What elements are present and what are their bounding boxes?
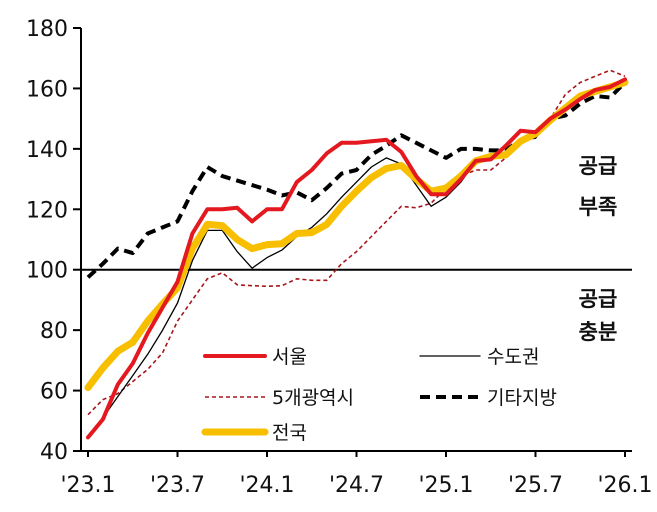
- series-lines: [84, 69, 629, 440]
- series-line-5: [84, 78, 629, 392]
- x-tick-label: '23.7: [150, 473, 205, 498]
- x-tick-label: '24.7: [329, 473, 384, 498]
- x-tick-label: '24.1: [239, 473, 294, 498]
- axes: 40 60 80 100 120 140 160 180 '23.1 '23.7 '24.1 '24.…: [26, 17, 653, 498]
- x-tick-label: '26.1: [597, 473, 652, 498]
- legend-label: 기타지방: [487, 387, 557, 409]
- y-tick-label: 160: [26, 77, 68, 102]
- series-line-2: [87, 81, 626, 439]
- series-line-4: [86, 80, 627, 279]
- y-tick-label: 60: [40, 380, 68, 405]
- x-tick-label: '25.1: [418, 473, 473, 498]
- x-tick-label: '23.1: [60, 473, 115, 498]
- y-tick-label: 80: [40, 319, 68, 344]
- series-line-1: [86, 77, 627, 440]
- legend-label: 수도권: [487, 346, 539, 368]
- y-tick-label: 40: [40, 440, 68, 465]
- legend-label: 서울: [272, 346, 307, 368]
- x-tick-label: '25.7: [508, 473, 563, 498]
- annotation-shortage-line2: 부족: [579, 195, 618, 219]
- annotation-sufficient-line1: 공급: [579, 287, 618, 311]
- y-tick-label: 180: [26, 17, 68, 42]
- legend-label: 전국: [272, 422, 307, 444]
- y-tick-label: 140: [26, 138, 68, 163]
- annotation-sufficient-line2: 충분: [579, 320, 618, 344]
- y-tick-label: 100: [26, 259, 68, 284]
- annotation-shortage-line1: 공급: [579, 154, 618, 178]
- legend-label: 5개광역시: [272, 387, 354, 409]
- y-tick-label: 120: [26, 198, 68, 223]
